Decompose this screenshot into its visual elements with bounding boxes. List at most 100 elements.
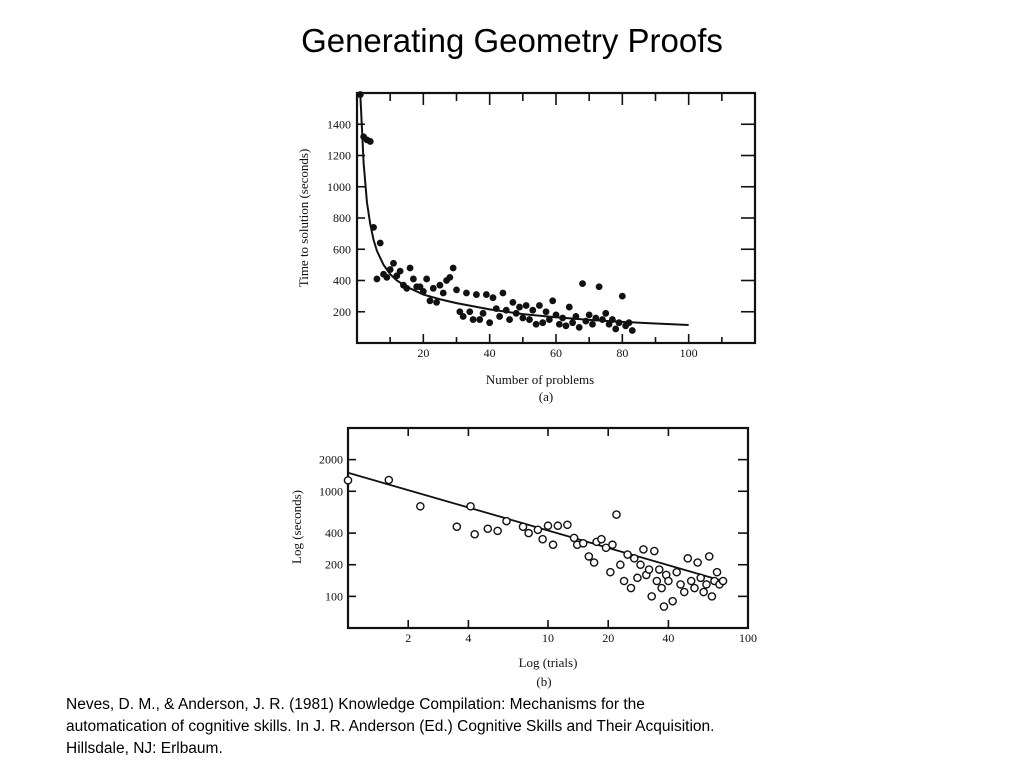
y-tick-label: 2000 bbox=[319, 453, 343, 467]
y-tick-label: 600 bbox=[333, 242, 351, 256]
data-point bbox=[482, 291, 490, 298]
data-point bbox=[343, 476, 353, 485]
data-point bbox=[625, 319, 633, 327]
data-point bbox=[718, 576, 728, 586]
data-point bbox=[373, 275, 381, 283]
data-point bbox=[539, 319, 547, 327]
data-point bbox=[602, 309, 610, 317]
x-tick-label: 40 bbox=[484, 346, 496, 360]
data-point bbox=[608, 316, 616, 323]
data-point bbox=[549, 297, 557, 305]
data-point bbox=[426, 297, 434, 305]
data-point bbox=[509, 298, 517, 306]
chart-b-ylabel: Log (seconds) bbox=[289, 490, 304, 564]
data-point bbox=[704, 552, 714, 561]
data-point bbox=[628, 327, 636, 334]
data-point bbox=[536, 302, 543, 309]
data-point bbox=[522, 302, 530, 309]
y-tick-label: 200 bbox=[333, 305, 351, 319]
data-point bbox=[686, 576, 696, 586]
data-point bbox=[436, 281, 444, 289]
data-point bbox=[612, 325, 620, 333]
data-point bbox=[664, 576, 673, 586]
data-point bbox=[524, 528, 533, 538]
y-tick-label: 1000 bbox=[327, 180, 351, 194]
data-point bbox=[649, 546, 659, 556]
y-tick-label: 100 bbox=[325, 589, 343, 603]
data-point bbox=[396, 267, 404, 275]
data-point bbox=[409, 275, 417, 283]
y-tick-label: 200 bbox=[325, 558, 343, 572]
data-point bbox=[693, 558, 702, 567]
x-tick-label: 40 bbox=[662, 631, 674, 645]
data-point bbox=[696, 573, 705, 583]
data-point bbox=[519, 314, 527, 322]
data-point bbox=[584, 552, 594, 561]
data-point bbox=[639, 545, 648, 554]
data-point bbox=[629, 554, 639, 563]
y-tick-label: 400 bbox=[333, 274, 351, 288]
data-point bbox=[356, 91, 364, 98]
x-tick-label: 20 bbox=[602, 631, 614, 645]
data-point bbox=[619, 576, 629, 586]
y-tick-label: 800 bbox=[333, 211, 351, 225]
chart-a: 200 400 600 800 1000 1200 1400 20 40 60 80 100 Numb… bbox=[296, 91, 757, 404]
data-point bbox=[676, 580, 685, 589]
y-tick-label: 1200 bbox=[327, 149, 351, 163]
data-point bbox=[702, 580, 711, 589]
data-point bbox=[595, 283, 603, 291]
data-point bbox=[606, 567, 615, 577]
data-point bbox=[466, 501, 475, 511]
data-point bbox=[657, 583, 666, 593]
data-point bbox=[473, 291, 480, 298]
data-point bbox=[492, 305, 500, 313]
data-point bbox=[585, 311, 593, 319]
y-tick-label: 1400 bbox=[327, 117, 351, 131]
data-point bbox=[370, 223, 377, 231]
data-point bbox=[489, 294, 497, 302]
data-point bbox=[532, 320, 540, 328]
chart-a-frame bbox=[355, 91, 757, 345]
data-point bbox=[449, 264, 457, 272]
data-point bbox=[592, 314, 600, 322]
chart-a-points bbox=[356, 91, 636, 334]
data-point bbox=[423, 275, 431, 283]
data-point bbox=[383, 273, 391, 281]
data-point bbox=[652, 576, 662, 586]
data-point bbox=[529, 306, 537, 314]
chart-a-ylabel: Time to solution (seconds) bbox=[296, 149, 311, 288]
data-point bbox=[683, 554, 693, 563]
data-point bbox=[548, 540, 558, 550]
data-point bbox=[542, 308, 550, 316]
data-point bbox=[403, 284, 411, 292]
citation-line: Neves, D. M., & Anderson, J. R. (1981) K… bbox=[66, 696, 645, 713]
data-point bbox=[453, 286, 460, 294]
chart-b: 100 200 400 1000 2000 2 4 10 20 40 100 Log (trials… bbox=[289, 426, 757, 689]
chart-b-tick-labels: 100 200 400 1000 2000 2 4 10 20 40 100 bbox=[319, 453, 757, 645]
data-point bbox=[575, 323, 583, 331]
data-point bbox=[712, 567, 722, 577]
data-point bbox=[633, 573, 642, 583]
data-point bbox=[493, 526, 502, 536]
data-point bbox=[579, 280, 586, 288]
data-point bbox=[416, 501, 425, 511]
citation-line: automatication of cognitive skills. In J… bbox=[66, 718, 715, 735]
data-point bbox=[553, 521, 563, 531]
data-point bbox=[483, 524, 493, 534]
x-tick-label: 10 bbox=[542, 631, 554, 645]
data-point bbox=[626, 583, 636, 593]
chart-a-xlabel: Number of problems bbox=[486, 372, 594, 387]
x-tick-label: 2 bbox=[405, 631, 411, 645]
data-point bbox=[644, 565, 654, 574]
data-point bbox=[618, 292, 626, 300]
chart-a-panel-label: (a) bbox=[539, 389, 553, 404]
data-point bbox=[384, 475, 394, 485]
data-point bbox=[563, 520, 572, 530]
data-point bbox=[538, 534, 547, 544]
data-point bbox=[512, 309, 520, 317]
data-point bbox=[463, 289, 470, 297]
citation: Neves, D. M., & Anderson, J. R. (1981) K… bbox=[66, 694, 866, 760]
data-point bbox=[516, 303, 523, 311]
data-point bbox=[672, 567, 681, 577]
data-point bbox=[470, 529, 479, 539]
